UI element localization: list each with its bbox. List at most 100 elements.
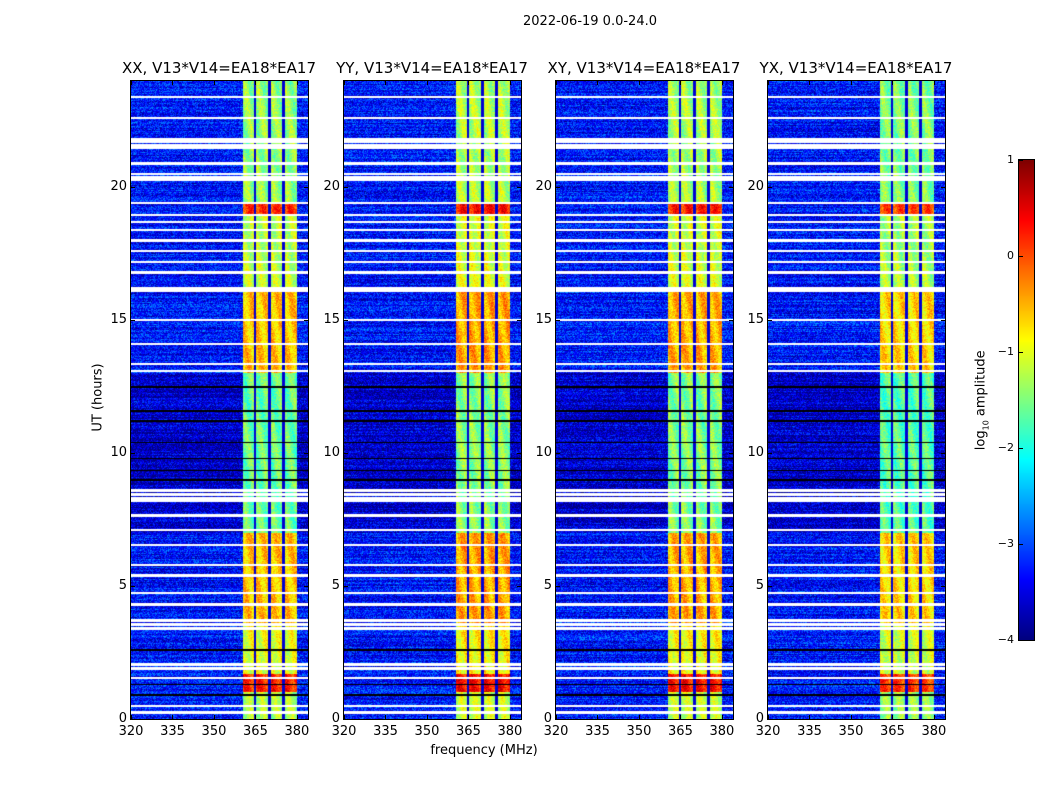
x-tick-label: 380 (497, 724, 523, 739)
y-tick-mark (941, 187, 945, 189)
y-tick-label: 15 (323, 312, 340, 328)
y-tick-mark (131, 320, 135, 322)
x-tick-label: 335 (797, 724, 822, 739)
x-tick-mark (933, 81, 935, 85)
x-tick-mark (680, 715, 682, 719)
y-tick-mark (941, 320, 945, 322)
x-tick-mark (638, 715, 640, 719)
x-tick-mark (255, 81, 257, 85)
x-tick-mark (809, 715, 811, 719)
x-tick-mark (768, 715, 769, 719)
y-tick-label: 5 (543, 578, 552, 594)
x-tick-label: 335 (160, 724, 185, 739)
y-tick-mark (768, 187, 772, 189)
colorbar-gradient (1019, 160, 1034, 640)
x-tick-label: 350 (838, 724, 864, 739)
x-tick-label: 350 (201, 724, 227, 739)
panel-title: XY, V13*V14=EA18*EA17 (547, 59, 741, 77)
heatmap-canvas (344, 81, 521, 719)
y-tick-mark (941, 586, 945, 588)
x-tick-mark (509, 81, 511, 85)
heatmap-canvas (768, 81, 945, 719)
y-tick-mark (304, 453, 308, 455)
x-tick-mark (172, 715, 174, 719)
y-tick-mark (556, 320, 560, 322)
colorbar-tick-label: 0 (1007, 249, 1014, 262)
heatmap-panel (343, 80, 522, 720)
panel-title: XX, V13*V14=EA18*EA17 (121, 59, 316, 77)
y-tick-label: 10 (535, 445, 552, 461)
y-tick-mark (344, 719, 348, 720)
colorbar-tick-mark (1019, 448, 1023, 449)
y-tick-label: 5 (755, 578, 764, 594)
heatmap-canvas (131, 81, 308, 719)
x-tick-label: 320 (331, 724, 357, 739)
x-tick-mark (768, 81, 769, 85)
x-tick-mark (597, 715, 599, 719)
colorbar-tick-mark (1019, 160, 1023, 161)
x-tick-label: 365 (243, 724, 268, 739)
y-tick-mark (304, 187, 308, 189)
x-tick-mark (468, 81, 470, 85)
x-tick-label: 320 (755, 724, 781, 739)
y-tick-mark (729, 719, 733, 720)
y-tick-label: 10 (747, 445, 764, 461)
y-tick-mark (729, 586, 733, 588)
y-tick-mark (768, 719, 772, 720)
x-tick-label: 365 (880, 724, 905, 739)
y-tick-mark (941, 453, 945, 455)
x-tick-mark (556, 81, 557, 85)
y-tick-mark (344, 453, 348, 455)
x-tick-label: 365 (668, 724, 693, 739)
x-tick-mark (892, 81, 894, 85)
x-tick-mark (344, 81, 345, 85)
x-tick-label: 350 (626, 724, 652, 739)
x-tick-mark (468, 715, 470, 719)
x-tick-mark (556, 715, 557, 719)
x-tick-label: 365 (456, 724, 481, 739)
x-tick-mark (850, 81, 852, 85)
y-tick-mark (768, 453, 772, 455)
y-tick-label: 5 (331, 578, 340, 594)
x-axis-label: frequency (MHz) (430, 743, 538, 758)
x-tick-label: 320 (543, 724, 569, 739)
y-tick-mark (344, 586, 348, 588)
y-tick-label: 20 (110, 179, 127, 195)
y-tick-mark (131, 453, 135, 455)
y-tick-label: 10 (110, 445, 127, 461)
colorbar-tick-label: −3 (997, 537, 1014, 550)
x-tick-mark (131, 715, 132, 719)
y-tick-mark (131, 586, 135, 588)
y-tick-label: 0 (543, 711, 552, 726)
y-tick-mark (729, 453, 733, 455)
heatmap-canvas (556, 81, 733, 719)
colorbar-tick-label: −1 (997, 345, 1014, 358)
heatmap-panel (130, 80, 309, 720)
y-tick-label: 0 (118, 711, 127, 726)
y-tick-mark (556, 453, 560, 455)
x-tick-mark (296, 715, 298, 719)
colorbar-tick-mark (1019, 544, 1023, 545)
y-tick-mark (131, 719, 135, 720)
y-tick-mark (517, 453, 521, 455)
x-tick-label: 320 (118, 724, 144, 739)
x-tick-mark (213, 81, 215, 85)
x-tick-mark (892, 715, 894, 719)
x-tick-mark (850, 715, 852, 719)
x-tick-label: 380 (284, 724, 310, 739)
x-tick-mark (385, 81, 387, 85)
x-tick-mark (809, 81, 811, 85)
y-tick-mark (304, 586, 308, 588)
y-axis-label: UT (hours) (90, 363, 106, 432)
figure-title: 2022-06-19 0.0-24.0 (523, 14, 657, 29)
colorbar (1018, 159, 1035, 641)
y-tick-label: 5 (118, 578, 127, 594)
x-tick-label: 335 (585, 724, 610, 739)
panel-title: YX, V13*V14=EA18*EA17 (759, 59, 953, 77)
y-tick-mark (304, 719, 308, 720)
x-tick-mark (597, 81, 599, 85)
y-tick-mark (941, 719, 945, 720)
x-tick-mark (426, 81, 428, 85)
y-tick-mark (729, 187, 733, 189)
